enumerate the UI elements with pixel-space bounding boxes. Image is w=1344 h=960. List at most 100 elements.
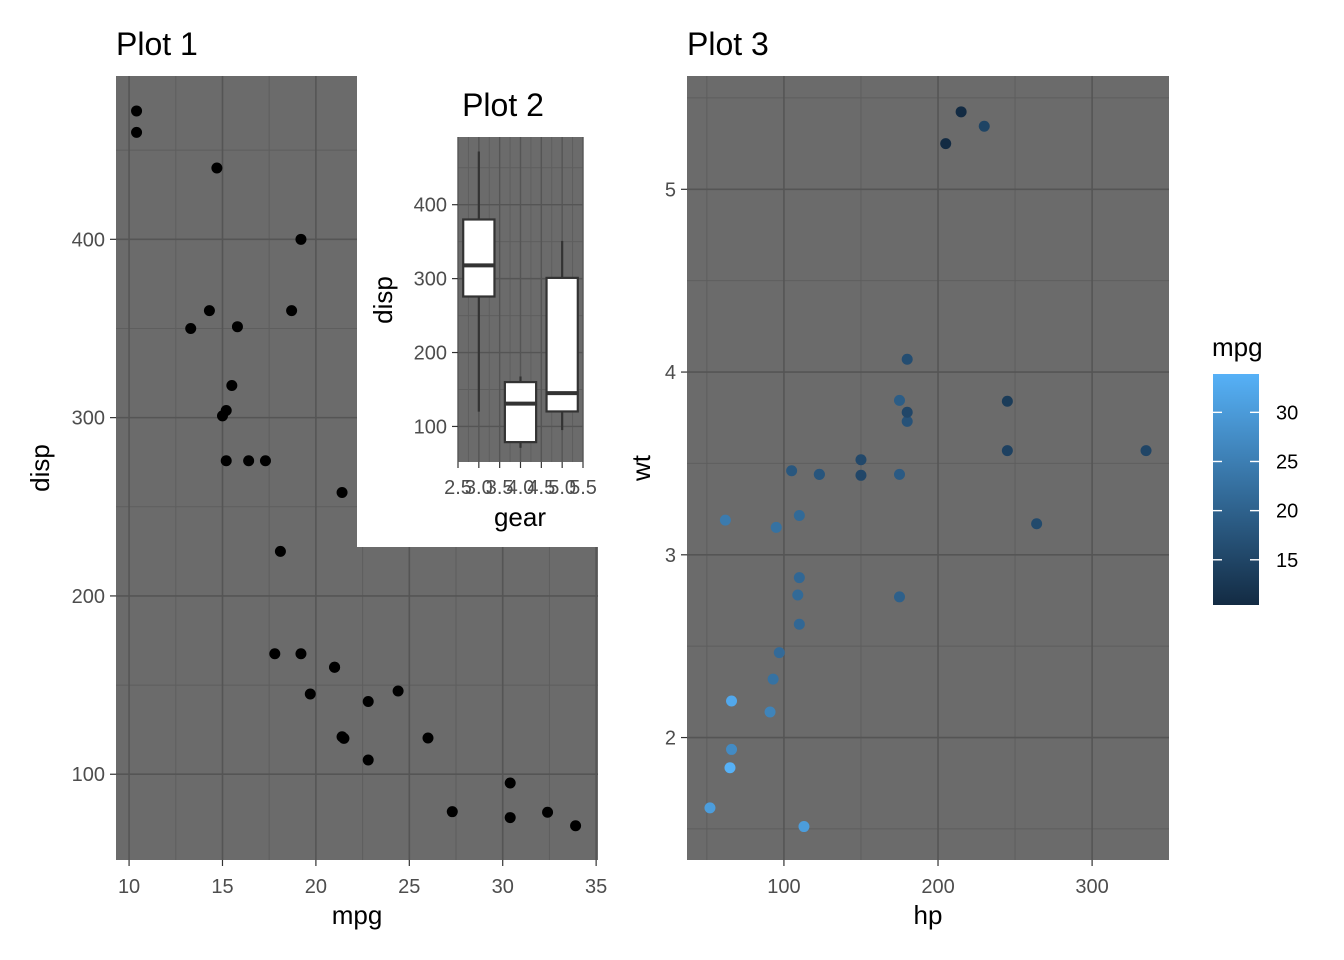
- x-tick-label: 100: [767, 876, 800, 898]
- plot-3-x-axis-label: hp: [914, 900, 943, 930]
- data-point: [231, 321, 243, 333]
- y-tick-label: 100: [414, 416, 447, 438]
- plot-3: Plot 3 100 200 300 2 3 4 5 hp wt: [626, 26, 1169, 930]
- data-point: [542, 806, 554, 818]
- data-point: [185, 322, 197, 334]
- data-point: [726, 743, 738, 755]
- data-point: [893, 591, 905, 603]
- data-point: [131, 105, 143, 117]
- data-point: [226, 380, 238, 392]
- legend-colorbar: [1213, 374, 1259, 605]
- data-point: [767, 673, 779, 685]
- data-point: [446, 806, 458, 818]
- data-point: [203, 305, 215, 317]
- legend-tick-label: 15: [1276, 550, 1298, 572]
- x-tick-label: 20: [305, 876, 327, 898]
- plot-3-y-ticks: 2 3 4 5: [665, 179, 687, 750]
- data-point: [1140, 445, 1152, 457]
- data-point: [724, 762, 736, 774]
- y-tick-label: 400: [414, 195, 447, 217]
- box-body: [503, 380, 538, 444]
- data-point: [940, 138, 952, 150]
- data-point: [216, 410, 228, 422]
- data-point: [422, 732, 434, 744]
- y-tick-label: 100: [72, 764, 105, 786]
- data-point: [504, 777, 516, 789]
- plot-1-y-axis-label: disp: [25, 444, 55, 492]
- data-point: [570, 820, 582, 832]
- plot-1-y-ticks: 100 200 300 400: [72, 229, 116, 786]
- data-point: [901, 353, 913, 365]
- y-tick-label: 300: [414, 269, 447, 291]
- x-tick-label: 200: [921, 876, 954, 898]
- data-point: [1001, 445, 1013, 457]
- x-tick-label: 10: [118, 876, 140, 898]
- data-point: [793, 510, 805, 522]
- x-tick-label: 30: [492, 876, 514, 898]
- data-point: [362, 754, 374, 766]
- data-point: [793, 572, 805, 584]
- data-point: [770, 521, 782, 533]
- x-tick-label: 3.5: [486, 477, 514, 499]
- data-point: [813, 468, 825, 480]
- y-tick-label: 200: [414, 343, 447, 365]
- plot-1-x-axis-label: mpg: [332, 900, 383, 930]
- data-point: [220, 455, 232, 467]
- data-point: [978, 120, 990, 132]
- data-point: [719, 514, 731, 526]
- y-tick-label: 3: [665, 545, 676, 567]
- x-tick-label: 5.0: [548, 477, 576, 499]
- y-tick-label: 200: [72, 586, 105, 608]
- plot-3-grid: [687, 76, 1169, 860]
- data-point: [269, 648, 281, 660]
- y-tick-label: 2: [665, 728, 676, 750]
- plot-1-title: Plot 1: [116, 26, 198, 62]
- plot-2-inset: Plot 2 2.53.03.54.04.55.05.5 100 200 300 40…: [357, 76, 598, 547]
- data-point: [901, 415, 913, 427]
- data-point: [726, 695, 738, 707]
- data-point: [764, 706, 776, 718]
- plot-3-y-axis-label: wt: [626, 454, 656, 482]
- data-point: [504, 812, 516, 824]
- data-point: [329, 661, 341, 673]
- plot-2-title: Plot 2: [462, 87, 544, 123]
- data-point: [211, 162, 223, 174]
- data-point: [1031, 518, 1043, 530]
- x-tick-label: 25: [398, 876, 420, 898]
- plot-2-boxes: [462, 151, 579, 448]
- y-tick-label: 300: [72, 408, 105, 430]
- data-point: [336, 731, 348, 743]
- data-point: [362, 695, 374, 707]
- data-point: [955, 106, 967, 118]
- legend-tick-label: 20: [1276, 501, 1298, 523]
- plot-3-panel: [687, 76, 1169, 860]
- y-tick-label: 400: [72, 229, 105, 251]
- plot-2-x-axis-label: gear: [494, 502, 546, 532]
- plot-3-title: Plot 3: [687, 26, 769, 62]
- plot-1-x-ticks: 10 15 20 25 30 35: [118, 860, 607, 898]
- data-point: [295, 233, 307, 245]
- plot-2-y-axis-label: disp: [368, 276, 398, 324]
- x-tick-label: 15: [211, 876, 233, 898]
- x-tick-label: 300: [1075, 876, 1108, 898]
- data-point: [259, 455, 271, 467]
- data-point: [798, 821, 810, 833]
- data-point: [893, 394, 905, 406]
- legend-ticks: 15 20 25 30: [1213, 402, 1298, 572]
- data-point: [304, 688, 316, 700]
- plot-2-x-ticks: 2.53.03.54.04.55.05.5: [444, 462, 597, 499]
- data-point: [901, 406, 913, 418]
- data-point: [131, 126, 143, 138]
- y-tick-label: 4: [665, 362, 676, 384]
- x-tick-label: 4.0: [507, 477, 535, 499]
- plot-3-points: [704, 106, 1152, 833]
- data-point: [243, 455, 255, 467]
- data-point: [786, 465, 798, 477]
- data-point: [773, 647, 785, 659]
- x-tick-label: 5.5: [569, 477, 597, 499]
- data-point: [792, 589, 804, 601]
- x-tick-label: 3.0: [465, 477, 493, 499]
- x-tick-label: 2.5: [444, 477, 472, 499]
- data-point: [286, 305, 298, 317]
